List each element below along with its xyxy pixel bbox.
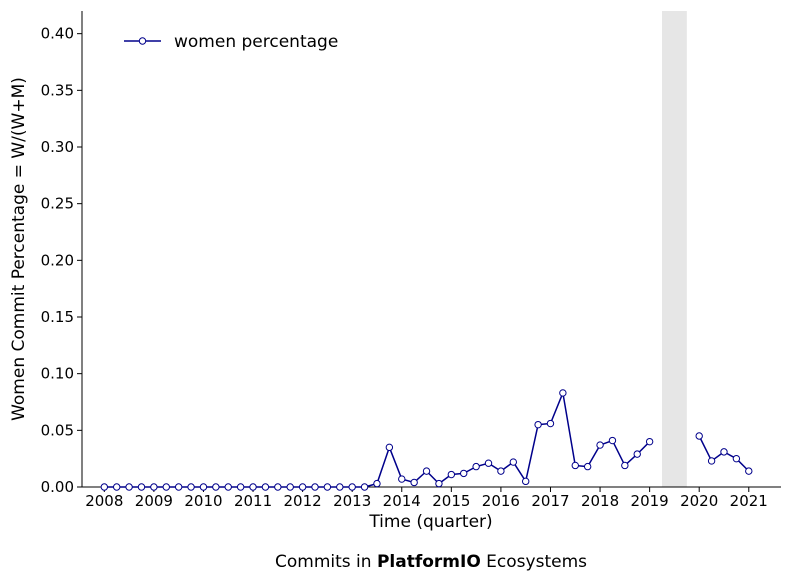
data-point	[732, 454, 741, 463]
data-point	[559, 389, 567, 397]
y-axis-title: Women Commit Percentage = W/(W+M)	[9, 77, 29, 421]
x-ticks: 2008 2009 2010 2011 2012 2013 2014 2015 2016 2017…	[85, 487, 768, 510]
data-point	[323, 483, 332, 491]
data-point	[534, 420, 542, 429]
legend-entry-women-percentage: women percentage	[174, 32, 338, 52]
x-tick-label: 2021	[730, 492, 768, 510]
data-point	[410, 478, 418, 487]
data-point	[745, 467, 753, 475]
data-point	[633, 450, 641, 458]
x-tick-label: 2020	[680, 492, 718, 510]
data-point	[236, 483, 245, 491]
x-tick-label: 2011	[234, 492, 272, 510]
data-point	[608, 436, 617, 445]
x-tick-label: 2012	[284, 492, 322, 510]
y-tick-label: 0.20	[41, 251, 74, 269]
data-point	[174, 483, 183, 491]
data-point	[113, 483, 121, 491]
data-point	[373, 479, 381, 488]
y-tick-label: 0.25	[41, 195, 74, 213]
data-point	[348, 483, 356, 491]
data-point	[286, 483, 294, 491]
data-point	[447, 470, 456, 479]
data-point	[435, 479, 443, 488]
data-point	[460, 469, 468, 478]
series-layer	[100, 389, 753, 491]
shaded-region-layer	[662, 11, 687, 487]
x-tick-label: 2008	[85, 492, 123, 510]
data-point	[199, 483, 208, 491]
data-point	[398, 475, 406, 483]
x-tick-label: 2013	[333, 492, 371, 510]
data-point	[360, 483, 369, 491]
data-point	[187, 483, 195, 491]
data-point	[336, 483, 344, 491]
data-point	[274, 483, 282, 491]
data-point	[472, 462, 480, 471]
shaded-gap-region	[662, 11, 687, 487]
data-point	[645, 437, 654, 446]
caption-suffix: Ecosystems	[481, 552, 587, 572]
data-point	[311, 483, 319, 491]
x-tick-label: 2017	[531, 492, 569, 510]
data-point	[249, 483, 257, 491]
legend: women percentage	[124, 32, 338, 52]
data-point	[571, 461, 579, 470]
y-tick-label: 0.05	[41, 421, 74, 439]
x-axis-title: Time (quarter)	[368, 512, 492, 532]
x-tick-label: 2018	[581, 492, 619, 510]
caption-prefix: Commits in	[275, 552, 377, 572]
data-point	[125, 483, 133, 491]
y-tick-label: 0.30	[41, 138, 74, 156]
y-ticks: 0.00 0.05 0.10 0.15 0.20 0.25 0.30 0.35 0.40	[41, 25, 82, 496]
data-point	[497, 467, 505, 475]
data-point	[162, 483, 170, 491]
legend-marker-sample	[138, 37, 147, 45]
data-point	[100, 483, 109, 491]
x-tick-label: 2014	[383, 492, 421, 510]
y-tick-label: 0.00	[41, 478, 74, 496]
data-point	[596, 441, 604, 449]
data-point	[509, 458, 517, 466]
x-tick-label: 2009	[135, 492, 173, 510]
y-tick-label: 0.35	[41, 81, 74, 99]
y-tick-label: 0.10	[41, 365, 74, 383]
data-point	[150, 483, 158, 491]
x-tick-label: 2016	[482, 492, 520, 510]
data-point	[707, 457, 716, 465]
data-point	[261, 483, 270, 491]
caption-highlight: PlatformIO	[377, 552, 481, 572]
data-point	[224, 483, 232, 491]
data-point	[484, 459, 493, 467]
x-tick-label: 2019	[631, 492, 669, 510]
y-tick-label: 0.15	[41, 308, 74, 326]
data-point	[385, 443, 394, 452]
data-point	[422, 467, 431, 475]
y-tick-label: 0.40	[41, 25, 74, 43]
data-point	[695, 432, 703, 440]
data-point	[521, 477, 530, 486]
data-point	[298, 483, 307, 491]
data-point	[137, 483, 146, 491]
data-point	[546, 419, 555, 428]
data-point	[583, 462, 592, 471]
x-tick-label: 2015	[432, 492, 470, 510]
chart-caption: Commits in PlatformIO Ecosystems	[275, 552, 587, 572]
data-point	[212, 483, 220, 491]
x-tick-label: 2010	[184, 492, 222, 510]
data-point	[621, 461, 629, 470]
data-point	[720, 448, 728, 456]
